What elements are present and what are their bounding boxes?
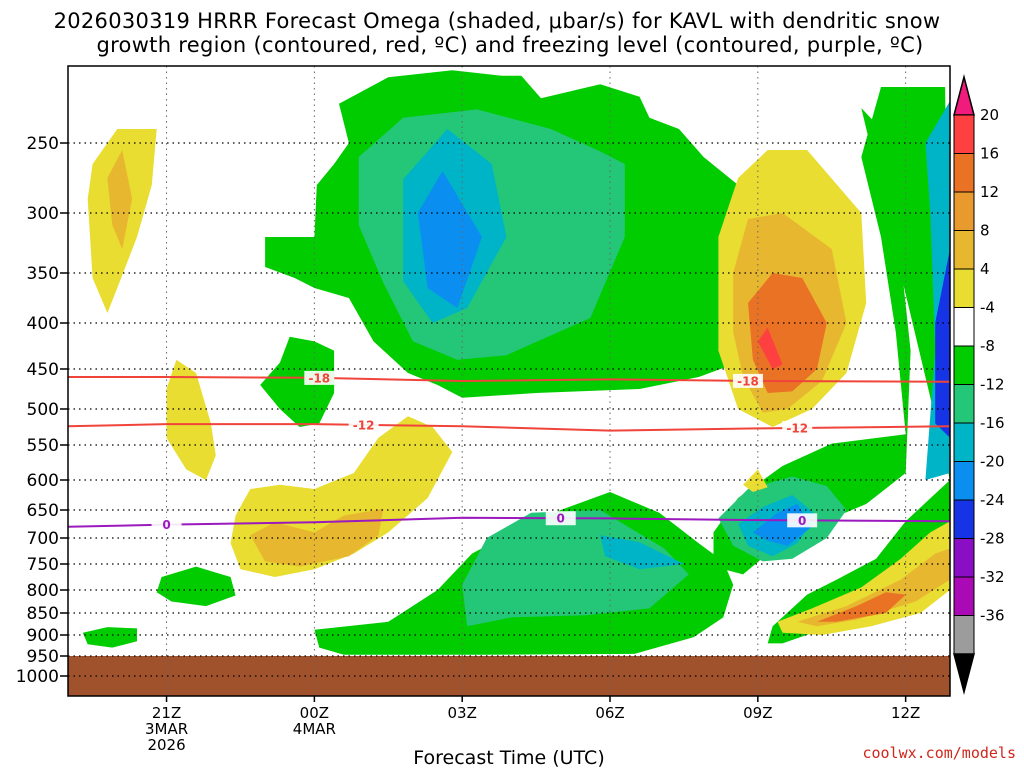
- y-tick-label-750: 750: [27, 555, 59, 575]
- x-tick-label-03Z-0: 03Z: [448, 704, 477, 722]
- x-tick-label-21Z-2: 2026: [147, 736, 185, 754]
- plot-frame: [67, 65, 951, 697]
- colorbar-box-0: [953, 114, 975, 154]
- isotherm-minus-18-label-0: -18: [308, 371, 330, 385]
- x-tick-label-21Z-1: 3MAR: [145, 720, 188, 738]
- y-tick-label-650: 650: [27, 501, 59, 521]
- omega-region-upward-motion-lower-left: [156, 566, 236, 607]
- y-tick-label-950: 950: [27, 647, 59, 667]
- freezing-level-0-label-bg-2: [787, 513, 818, 528]
- grid-layer: [68, 66, 950, 696]
- colorbar-label-4: 4: [980, 260, 990, 278]
- isotherm-minus-12-label-0: -12: [353, 418, 375, 432]
- colorbar-label-1: 16: [980, 145, 999, 163]
- isotherm-minus-12-label-1: -12: [786, 421, 808, 435]
- x-tick-label-12Z-0: 12Z: [891, 704, 920, 722]
- colorbar-label-9: -20: [980, 453, 1005, 471]
- y-axis-ticks: 2503003504004505005506006507007508008509…: [16, 134, 68, 687]
- isotherm-minus-12-line: [68, 423, 950, 432]
- colorbar-box-13: [953, 615, 975, 655]
- colorbar-box-11: [953, 538, 975, 578]
- freezing-level-0-label-bg-1: [545, 511, 576, 526]
- isotherm-minus-18-label-1: -18: [737, 374, 759, 388]
- omega-region-upward-motion-bottom-left: [82, 627, 137, 648]
- y-tick-label-900: 900: [27, 626, 59, 646]
- x-tick-label-00Z-1: 4MAR: [293, 720, 336, 738]
- y-tick-label-350: 350: [27, 264, 59, 284]
- colorbar-top-arrow: [953, 74, 975, 116]
- omega-region-downward-motion-mid-left: [166, 359, 216, 480]
- omega-region-upward-motion-lower-core: [600, 535, 684, 570]
- colorbar-box-8: [953, 422, 975, 462]
- omega-region-upward-motion-lower-mid: [462, 510, 689, 627]
- colorbar-box-9: [953, 461, 975, 501]
- omega-region-downward-motion-top-right-max: [757, 327, 783, 369]
- y-tick-label-300: 300: [27, 204, 59, 224]
- colorbar-box-7: [953, 384, 975, 424]
- colorbar: 20 16 12 8 4 -4 -8 -12 -16 -20 -24 -28 -32 -36: [953, 74, 1005, 695]
- colorbar-label-7: -12: [980, 376, 1005, 394]
- y-tick-label-500: 500: [27, 400, 59, 420]
- isotherm-minus-12-label-bg-1: [782, 420, 813, 435]
- colorbar-box-10: [953, 499, 975, 539]
- x-tick-label-06Z-0: 06Z: [595, 704, 624, 722]
- colorbar-label-12: -32: [980, 568, 1005, 586]
- x-tick-label-09Z-0: 09Z: [743, 704, 772, 722]
- omega-region-upward-motion-edge-deep: [935, 249, 950, 438]
- colorbar-label-6: -8: [980, 337, 995, 355]
- omega-region-downward-motion-top-left-core: [107, 150, 133, 249]
- colorbar-label-5: -4: [980, 299, 995, 317]
- omega-region-upward-motion-small-left: [260, 336, 335, 427]
- colorbar-label-3: 8: [980, 222, 990, 240]
- colorbar-label-13: -36: [980, 607, 1005, 625]
- omega-region-downward-motion-bottom-right: [777, 521, 950, 635]
- y-tick-label-850: 850: [27, 604, 59, 624]
- chart-title-line-2: growth region (contoured, red, ºC) and f…: [96, 33, 923, 57]
- colorbar-box-4: [953, 268, 975, 308]
- y-tick-label-450: 450: [27, 360, 59, 380]
- y-tick-label-550: 550: [27, 436, 59, 456]
- colorbar-label-8: -16: [980, 414, 1005, 432]
- isotherm-minus-18-label-bg-1: [732, 373, 763, 388]
- x-axis-label: Forecast Time (UTC): [413, 747, 604, 768]
- y-tick-label-400: 400: [27, 314, 59, 334]
- contour-layer: -18 -18 -12 -12 0 0 0: [68, 370, 950, 532]
- y-tick-label-1000: 1000: [16, 667, 59, 687]
- colorbar-box-3: [953, 230, 975, 270]
- colorbar-box-6: [953, 345, 975, 385]
- isotherm-minus-18-label-bg-0: [304, 370, 335, 385]
- omega-region-upward-motion-peak: [417, 171, 482, 308]
- credit-text: coolwx.com/models: [862, 744, 1016, 762]
- freezing-level-0-label-bg-0: [151, 517, 182, 532]
- colorbar-label-10: -24: [980, 491, 1005, 509]
- colorbar-box-5: [953, 307, 975, 347]
- freezing-level-0-label-1: 0: [557, 512, 565, 526]
- omega-region-downward-motion-small-blob: [743, 469, 768, 492]
- colorbar-box-12: [953, 576, 975, 616]
- y-tick-label-250: 250: [27, 134, 59, 154]
- colorbar-label-11: -28: [980, 530, 1005, 548]
- freezing-level-0-label-0: 0: [162, 518, 170, 532]
- y-tick-label-800: 800: [27, 581, 59, 601]
- colorbar-box-2: [953, 191, 975, 231]
- isotherm-minus-12-label-bg-0: [348, 417, 379, 432]
- colorbar-bottom-arrow: [953, 653, 975, 695]
- omega-region-downward-motion-bottom-right-core: [817, 592, 906, 622]
- omega-shading-layer: [82, 70, 950, 655]
- y-tick-label-600: 600: [27, 471, 59, 491]
- omega-region-downward-motion-top-right-core: [748, 273, 827, 393]
- x-tick-label-21Z-0: 21Z: [152, 704, 181, 722]
- colorbar-label-0: 20: [980, 106, 999, 124]
- freezing-level-0-label-2: 0: [798, 514, 806, 528]
- plot-area: -18 -18 -12 -12 0 0 0: [68, 66, 950, 696]
- colorbar-label-2: 12: [980, 183, 999, 201]
- chart-title-line-1: 2026030319 HRRR Forecast Omega (shaded, …: [54, 9, 941, 33]
- colorbar-box-1: [953, 153, 975, 193]
- y-tick-label-700: 700: [27, 529, 59, 549]
- x-tick-label-00Z-0: 00Z: [300, 704, 329, 722]
